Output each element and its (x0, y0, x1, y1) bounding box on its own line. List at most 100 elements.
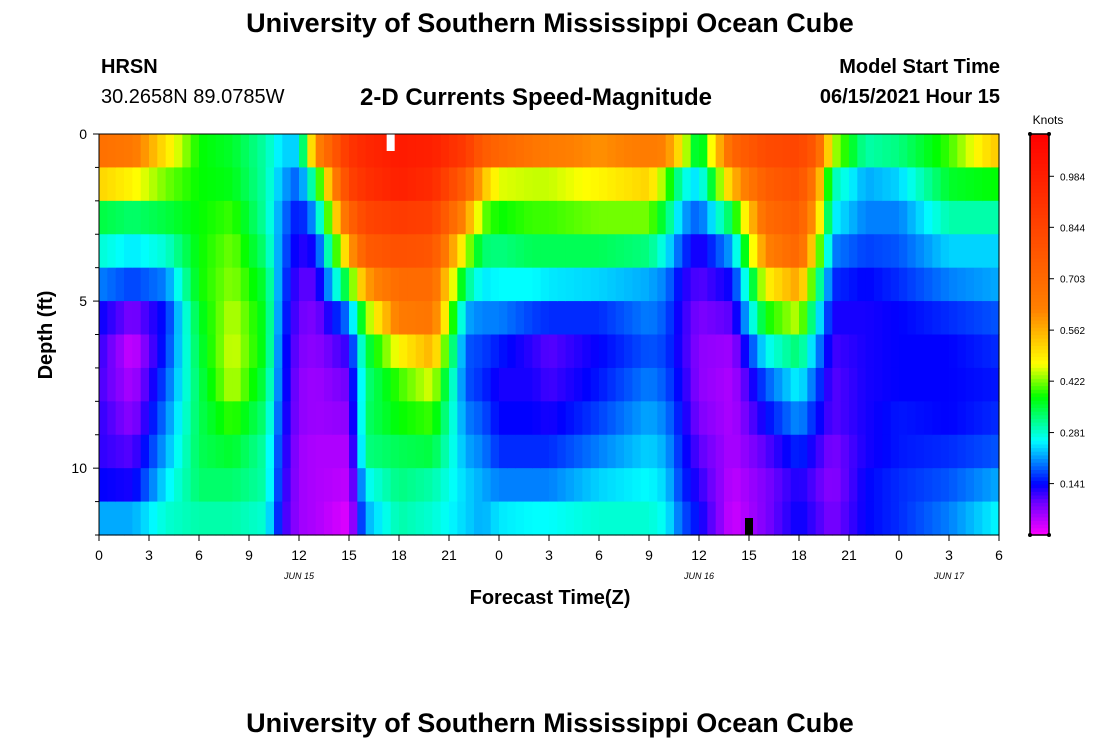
heatmap-cell (149, 401, 158, 436)
heatmap-cell (807, 267, 817, 302)
heatmap-cell (224, 434, 233, 469)
heatmap-cell (432, 334, 442, 369)
heatmap-cell (632, 267, 642, 302)
heatmap-cell (990, 401, 1000, 436)
heatmap-cell (824, 301, 833, 336)
heatmap-cell (540, 434, 550, 469)
heatmap-cell (232, 334, 242, 369)
heatmap-cell (307, 234, 317, 269)
page-title: University of Southern Mississippi Ocean… (246, 8, 854, 38)
heatmap-cell (524, 434, 533, 469)
heatmap-cell (582, 334, 592, 369)
heatmap-cell (249, 134, 258, 169)
heatmap-cell (315, 167, 325, 202)
heatmap-cell (874, 401, 883, 436)
heatmap-cell (349, 501, 358, 536)
x-tick-label: 12 (291, 547, 307, 563)
heatmap-cell (657, 434, 667, 469)
heatmap-cell (865, 367, 875, 402)
heatmap-cell (632, 401, 642, 436)
heatmap-cell (190, 401, 200, 436)
heatmap-cell (790, 167, 800, 202)
heatmap-cell (165, 200, 175, 235)
heatmap-cell (599, 134, 608, 169)
heatmap-cell (649, 234, 658, 269)
heatmap-cell (299, 167, 308, 202)
heatmap-cell (615, 334, 625, 369)
heatmap-cell (365, 200, 375, 235)
heatmap-cell (115, 134, 125, 169)
heatmap-cell (699, 134, 708, 169)
heatmap-cell (574, 401, 583, 436)
heatmap-cell (532, 468, 542, 503)
heatmap-cell (715, 401, 725, 436)
heatmap-cell (724, 501, 733, 536)
heatmap-cell (199, 468, 208, 503)
x-tick-label: 15 (741, 547, 757, 563)
heatmap-cell (299, 234, 308, 269)
heatmap-cell (699, 434, 708, 469)
heatmap-cell (415, 167, 425, 202)
heatmap-cell (507, 200, 517, 235)
heatmap-cell (182, 501, 192, 536)
heatmap-cell (115, 334, 125, 369)
colorbar-segment (1030, 228, 1049, 234)
heatmap-cell (240, 468, 250, 503)
heatmap-cell (849, 301, 858, 336)
heatmap-cell (340, 501, 350, 536)
heatmap-cell (265, 501, 275, 536)
colorbar-segment (1030, 287, 1049, 292)
heatmap-cell (782, 401, 792, 436)
heatmap-cell (265, 434, 275, 469)
heatmap-cell (974, 334, 983, 369)
heatmap-cell (815, 134, 825, 169)
heatmap-cell (365, 367, 375, 402)
heatmap-cell (574, 267, 583, 302)
heatmap-cell (957, 134, 967, 169)
colorbar-segment (1030, 225, 1049, 230)
heatmap-cell (324, 234, 333, 269)
heatmap-cell (240, 401, 250, 436)
heatmap-cell (782, 234, 792, 269)
heatmap-cell (240, 434, 250, 469)
heatmap-cell (357, 167, 367, 202)
heatmap-cell (915, 334, 925, 369)
heatmap-cell (140, 434, 150, 469)
heatmap-cell (157, 200, 167, 235)
heatmap-cell (524, 200, 533, 235)
heatmap-cell (824, 167, 833, 202)
heatmap-cell (982, 367, 992, 402)
heatmap-cell (482, 301, 492, 336)
heatmap-cell (549, 200, 558, 235)
heatmap-cell (607, 401, 617, 436)
heatmap-cell (590, 468, 600, 503)
heatmap-cell (374, 167, 383, 202)
heatmap-cell (199, 134, 208, 169)
heatmap-cell (957, 468, 967, 503)
heatmap-cell (574, 234, 583, 269)
heatmap-cell (432, 434, 442, 469)
heatmap-cell (307, 367, 317, 402)
x-tick-label: 9 (645, 547, 653, 563)
heatmap-cell (724, 401, 733, 436)
heatmap-cell (124, 200, 133, 235)
heatmap-cell (190, 501, 200, 536)
heatmap-cell (765, 167, 775, 202)
heatmap-cell (265, 367, 275, 402)
heatmap-cell (932, 401, 942, 436)
heatmap-cell (599, 167, 608, 202)
heatmap-cell (965, 267, 975, 302)
heatmap-cell (699, 468, 708, 503)
heatmap-cell (515, 134, 525, 169)
heatmap-cell (907, 200, 917, 235)
heatmap-cell (932, 434, 942, 469)
heatmap-cell (940, 401, 950, 436)
colorbar-segment (1030, 214, 1049, 219)
heatmap-cell (682, 200, 692, 235)
heatmap-cell (315, 134, 325, 169)
heatmap-cell (465, 501, 475, 536)
heatmap-cell (790, 468, 800, 503)
heatmap-cell (107, 134, 117, 169)
heatmap-cell (465, 367, 475, 402)
heatmap-cell (782, 134, 792, 169)
